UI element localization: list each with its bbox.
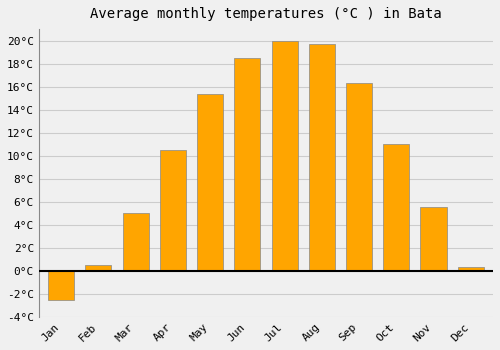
- Bar: [234, 58, 260, 271]
- Bar: [272, 41, 297, 271]
- Bar: [122, 213, 148, 271]
- Bar: [160, 150, 186, 271]
- Bar: [197, 93, 223, 271]
- Bar: [420, 208, 446, 271]
- Bar: [458, 267, 483, 271]
- Bar: [346, 83, 372, 271]
- Bar: [48, 271, 74, 300]
- Bar: [86, 265, 112, 271]
- Title: Average monthly temperatures (°C ) in Bata: Average monthly temperatures (°C ) in Ba…: [90, 7, 442, 21]
- Bar: [383, 144, 409, 271]
- Bar: [308, 44, 335, 271]
